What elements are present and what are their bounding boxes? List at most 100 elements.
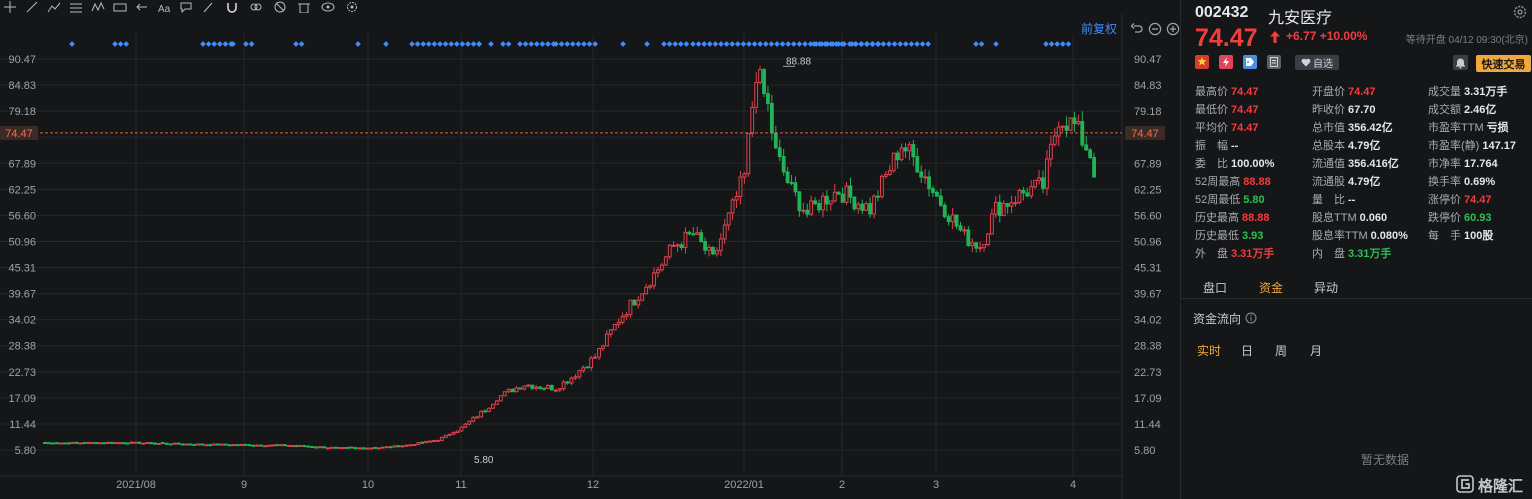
candle-body [290, 445, 295, 448]
trash-icon[interactable] [294, 0, 318, 14]
event-marker [1054, 41, 1061, 47]
event-marker [293, 41, 299, 47]
y-tick-right: 39.67 [1134, 289, 1162, 301]
candle-body [498, 395, 503, 402]
candle-body [377, 447, 381, 450]
event-marker [978, 41, 985, 47]
candle-body [1084, 144, 1089, 151]
stat-cell: 最高价 74.47 [1195, 83, 1259, 99]
link-icon[interactable] [246, 0, 270, 14]
quick-trade-button[interactable]: 快速交易 [1476, 55, 1531, 72]
arrow-tool-icon[interactable] [132, 0, 154, 14]
undo-icon[interactable] [1130, 22, 1144, 36]
fib-tool-icon[interactable] [66, 0, 88, 14]
candle-body [813, 200, 818, 205]
event-marker [409, 41, 415, 47]
stat-label: 历史最高 [1195, 212, 1239, 224]
event-marker [864, 41, 871, 47]
note-icon[interactable] [1267, 55, 1281, 69]
candle-body [98, 442, 102, 445]
event-marker [701, 41, 708, 47]
candle-body [1013, 202, 1018, 205]
brush-tool-icon[interactable] [198, 0, 222, 14]
event-marker [470, 41, 477, 47]
candle-body [549, 385, 554, 391]
lightning-icon[interactable] [1219, 55, 1233, 69]
gear-icon[interactable] [1512, 4, 1528, 20]
add-watchlist-button[interactable]: 自选 [1295, 55, 1339, 70]
candle-body [773, 132, 778, 149]
period-month[interactable]: 月 [1310, 344, 1323, 358]
event-marker [558, 41, 565, 47]
tab-yidong[interactable]: 异动 [1314, 281, 1339, 295]
stat-value: 100.00% [1231, 158, 1275, 170]
candle-body [982, 244, 986, 249]
candle-body [479, 410, 484, 418]
stat-value: 3.31万手 [1348, 248, 1392, 260]
period-day[interactable]: 日 [1241, 344, 1254, 358]
hide-icon[interactable] [270, 0, 294, 14]
tab-pankou[interactable]: 盘口 [1203, 281, 1228, 295]
candle-body [451, 431, 456, 435]
candle-body [50, 442, 55, 445]
pattern-tool-icon[interactable] [88, 0, 110, 14]
event-marker [746, 41, 752, 47]
adjust-mode-button[interactable]: 前复权 [1081, 22, 1118, 36]
candle-body [950, 214, 955, 223]
crosshair-icon[interactable] [0, 0, 22, 14]
y-tick-left: 5.80 [15, 445, 36, 457]
candle-body [66, 442, 71, 445]
line-tool-icon[interactable] [22, 0, 44, 14]
candle-body [510, 388, 515, 393]
candle-body [824, 195, 829, 205]
bell-icon[interactable] [1453, 55, 1468, 70]
stat-value: 3.31万手 [1231, 248, 1275, 260]
info-icon[interactable] [1245, 312, 1257, 324]
stat-label: 股息率TTM [1312, 230, 1368, 242]
chart-canvas[interactable]: 90.47 90.47 84.83 84.83 79.18 79.18 67.89 67.89… [0, 14, 1180, 499]
event-marker [751, 41, 758, 47]
kline-chart[interactable]: 90.47 90.47 84.83 84.83 79.18 79.18 67.89 67.89… [0, 14, 1180, 499]
candle-body [90, 442, 95, 445]
magnet-icon[interactable] [222, 0, 246, 14]
y-tick-left: 34.02 [8, 315, 36, 327]
stat-value: 4.79亿 [1348, 140, 1381, 152]
event-marker [833, 41, 840, 47]
event-marker [1065, 41, 1072, 47]
settings-icon[interactable] [342, 0, 366, 14]
zoom-out-icon[interactable] [1148, 22, 1162, 36]
candle-body [891, 152, 896, 172]
comment-tool-icon[interactable] [176, 0, 198, 14]
tab-zijin[interactable]: 资金 [1259, 281, 1284, 295]
eye-icon[interactable] [318, 0, 342, 14]
event-marker [785, 41, 792, 47]
stat-label: 委 比 [1195, 158, 1228, 170]
text-tool-icon[interactable]: Aa [154, 0, 176, 14]
event-marker [437, 41, 443, 47]
stat-cell: 开盘价 74.47 [1312, 83, 1376, 99]
measure-tool-icon[interactable] [110, 0, 132, 14]
candle-body [1001, 203, 1006, 217]
event-marker [564, 41, 571, 47]
price-label-bg-right [1125, 125, 1165, 140]
candle-body [675, 244, 680, 247]
event-marker [807, 41, 814, 47]
trend-tool-icon[interactable] [44, 0, 66, 14]
brand-logo: 格隆汇 [1456, 472, 1532, 496]
candle-body [542, 387, 546, 390]
candle-body [879, 175, 884, 198]
event-marker [757, 41, 764, 47]
stat-value: 0.060 [1359, 212, 1388, 224]
period-realtime[interactable]: 实时 [1197, 344, 1222, 358]
candle-body [1025, 192, 1030, 197]
flag-icon[interactable] [1195, 55, 1209, 69]
zoom-in-icon[interactable] [1166, 22, 1180, 36]
candle-body [931, 188, 935, 193]
period-week[interactable]: 周 [1275, 344, 1288, 358]
candle-body [946, 216, 951, 223]
candle-body [612, 323, 617, 331]
candle-body [306, 445, 311, 448]
tag-icon[interactable] [1243, 55, 1257, 69]
candle-body [1009, 202, 1014, 207]
stat-label: 流通股 [1312, 176, 1345, 188]
